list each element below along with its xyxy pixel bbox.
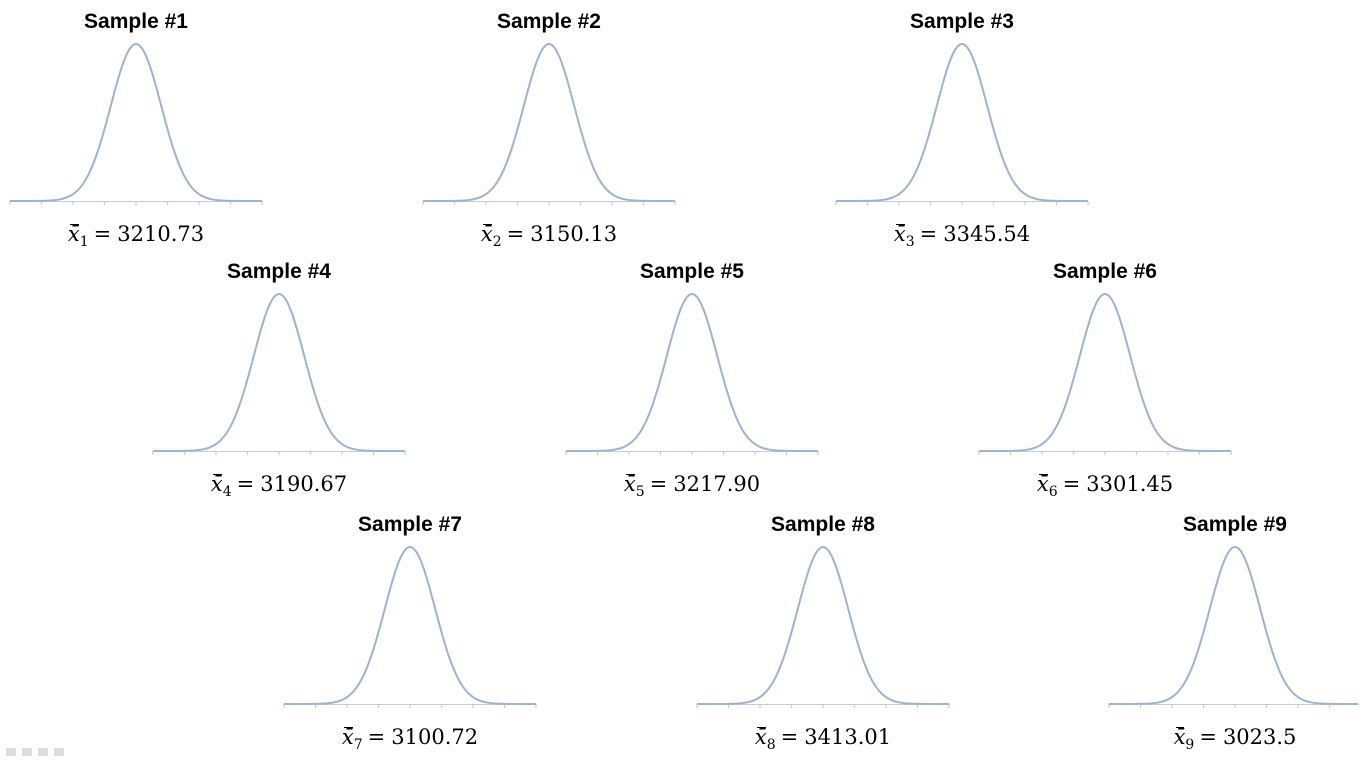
sample-panel-3: Sample #3 x̄3 = 3345.54 [835,4,1096,249]
distribution-plot-6 [978,292,1232,455]
sample-title-8: Sample #8 [771,513,875,536]
sample-mean-5: x̄5 = 3217.90 [566,472,818,499]
mean-subscript: 6 [1048,484,1058,500]
sample-panel-4: Sample #4 x̄4 = 3190.67 [152,254,413,499]
sample-panel-6: Sample #6 x̄6 = 3301.45 [978,254,1239,499]
distribution-plot-1 [9,42,263,205]
sample-mean-1: x̄1 = 3210.73 [10,222,262,249]
previous-icon[interactable] [6,748,16,756]
sample-mean-9: x̄9 = 3023.5 [1109,725,1361,752]
mean-subscript: 7 [353,737,363,753]
next-icon[interactable] [54,748,64,756]
normal-curve [284,545,536,705]
normal-curve [979,292,1231,452]
mean-value: 3413.01 [804,725,892,749]
equals-sign: = [367,725,386,749]
mean-value: 3100.72 [391,725,479,749]
equals-sign: = [780,725,799,749]
normal-curve [836,42,1088,202]
equals-sign: = [919,222,938,246]
mean-value: 3190.67 [260,472,348,496]
sample-panel-8: Sample #8 x̄8 = 3413.01 [696,507,957,752]
distribution-plot-2 [422,42,676,205]
sample-title-2: Sample #2 [497,10,601,33]
distribution-plot-8 [696,545,950,708]
mean-subscript: 5 [635,484,645,500]
mean-value: 3210.73 [117,222,205,246]
equals-sign: = [649,472,668,496]
sample-mean-8: x̄8 = 3413.01 [697,725,949,752]
normal-curve [10,42,262,202]
sample-panel-5: Sample #5 x̄5 = 3217.90 [565,254,826,499]
menu-icon[interactable] [38,748,48,756]
sample-panel-7: Sample #7 x̄7 = 3100.72 [283,507,544,752]
mean-symbol: x̄ [210,472,223,496]
sample-panel-1: Sample #1 x̄1 = 3210.73 [9,4,270,249]
mean-value: 3023.5 [1222,725,1297,749]
normal-curve [153,292,405,452]
sample-title-4: Sample #4 [227,260,331,283]
sample-mean-6: x̄6 = 3301.45 [979,472,1231,499]
equals-sign: = [236,472,255,496]
normal-curve [566,292,818,452]
sample-title-7: Sample #7 [358,513,462,536]
distribution-plot-5 [565,292,819,455]
sample-title-3: Sample #3 [910,10,1014,33]
mean-symbol: x̄ [1173,725,1186,749]
mean-value: 3301.45 [1086,472,1174,496]
sample-title-6: Sample #6 [1053,260,1157,283]
distribution-plot-4 [152,292,406,455]
mean-symbol: x̄ [754,725,767,749]
equals-sign: = [93,222,112,246]
sample-mean-2: x̄2 = 3150.13 [423,222,675,249]
mean-subscript: 8 [766,737,776,753]
mean-subscript: 3 [905,234,915,250]
normal-curve [423,42,675,202]
sample-title-9: Sample #9 [1183,513,1287,536]
mean-value: 3217.90 [673,472,761,496]
sample-mean-7: x̄7 = 3100.72 [284,725,536,752]
mean-symbol: x̄ [1036,472,1049,496]
mean-symbol: x̄ [623,472,636,496]
pen-icon[interactable] [22,748,32,756]
mean-symbol: x̄ [893,222,906,246]
mean-subscript: 2 [492,234,502,250]
equals-sign: = [1199,725,1217,749]
mean-value: 3150.13 [530,222,618,246]
mean-symbol: x̄ [341,725,354,749]
mean-subscript: 1 [79,234,89,250]
normal-curve [1109,545,1358,705]
mean-subscript: 4 [222,484,232,500]
equals-sign: = [506,222,525,246]
sample-panel-9: Sample #9 x̄9 = 3023.5 [1108,507,1366,752]
mean-subscript: 9 [1185,737,1195,753]
mean-value: 3345.54 [943,222,1031,246]
distribution-plot-9 [1108,545,1359,708]
sample-title-5: Sample #5 [640,260,744,283]
equals-sign: = [1062,472,1081,496]
normal-curve [697,545,949,705]
mean-symbol: x̄ [67,222,80,246]
mean-symbol: x̄ [480,222,493,246]
distribution-plot-7 [283,545,537,708]
distribution-plot-3 [835,42,1089,205]
sample-mean-3: x̄3 = 3345.54 [836,222,1088,249]
sample-title-1: Sample #1 [84,10,188,33]
sample-mean-4: x̄4 = 3190.67 [153,472,405,499]
player-controls[interactable] [6,745,64,759]
sample-panel-2: Sample #2 x̄2 = 3150.13 [422,4,683,249]
